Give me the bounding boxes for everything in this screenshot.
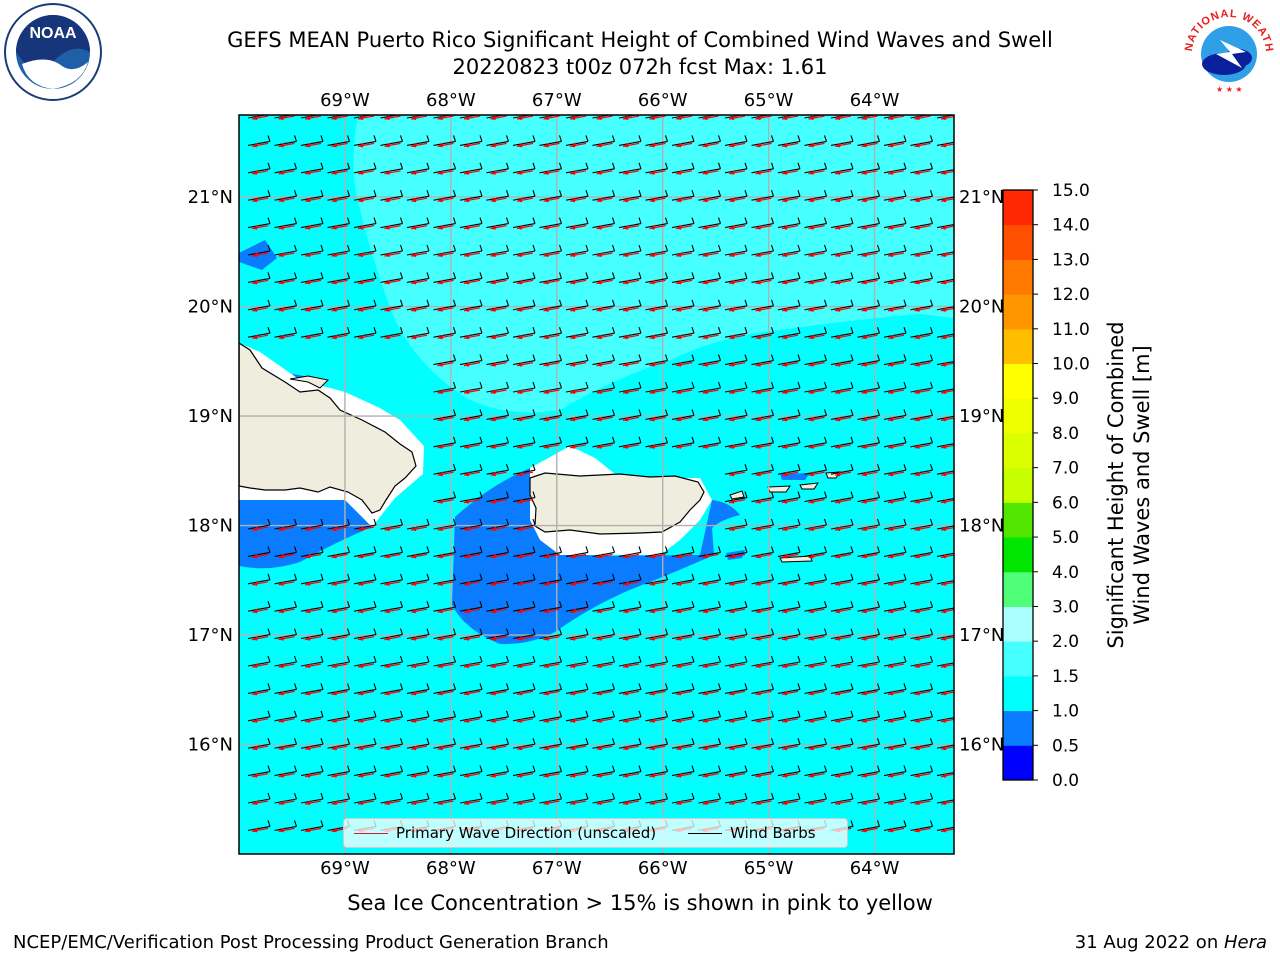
land-vieques [729,490,745,500]
colorbar-level-9: 7.0 [1052,459,1079,479]
lat-tick-left-5: 16°N [188,735,233,756]
colorbar-level-1: 0.5 [1052,736,1079,756]
land-virgin-islands [767,485,791,493]
chart-subtitle: 20220823 t00z 072h fcst Max: 1.61 [452,55,828,79]
colorbar-bin-5 [1003,571,1033,607]
colorbar-level-16: 14.0 [1052,216,1090,236]
svg-text:★ ★ ★: ★ ★ ★ [1216,85,1243,94]
colorbar-bin-8 [1003,467,1033,503]
wave-height-field-1.5-2 [353,115,954,413]
lat-tick-right-3: 18°N [959,516,1004,537]
legend-label-wave-direction: Primary Wave Direction (unscaled) [396,824,657,842]
colorbar-level-7: 5.0 [1052,528,1079,548]
colorbar-label: Significant Height of CombinedWind Waves… [1104,321,1154,648]
colorbar-bin-3 [1003,641,1033,677]
colorbar-level-15: 13.0 [1052,250,1090,270]
colorbar: 0.0 0.5 1.0 1.5 2.0 3.0 4.0 5.0 6.0 7.0 8.0 9.0 10.0… [1002,181,1154,791]
legend-item-wind-barbs: Wind Barbs [688,824,816,842]
lat-tick-right-4: 17°N [959,625,1004,646]
lon-tick-bottom-1: 68°W [426,858,476,879]
colorbar-level-6: 4.0 [1052,563,1079,583]
noaa-logo: NOAA [4,3,102,101]
map-legend: Primary Wave Direction (unscaled) Wind B… [343,818,848,848]
lon-tick-top-5: 64°W [850,90,900,111]
colorbar-level-10: 8.0 [1052,424,1079,444]
colorbar-level-8: 6.0 [1052,493,1079,513]
colorbar-level-14: 12.0 [1052,285,1090,305]
colorbar-level-2: 1.0 [1052,702,1079,722]
lon-tick-top-2: 67°W [532,90,582,111]
colorbar-bin-11 [1003,363,1033,399]
lon-tick-top-0: 69°W [320,90,370,111]
lon-tick-bottom-3: 66°W [638,858,688,879]
graticule [239,115,954,854]
footer-host: Hera [1223,932,1267,953]
colorbar-level-5: 3.0 [1052,597,1079,617]
lat-tick-right-5: 16°N [959,735,1004,756]
lon-tick-top-1: 68°W [426,90,476,111]
land-hispaniola [239,342,417,514]
colorbar-bin-4 [1003,606,1033,642]
colorbar-bin-6 [1003,537,1033,573]
lon-tick-bottom-5: 64°W [850,858,900,879]
lat-tick-right-2: 19°N [959,406,1004,427]
lat-tick-left-4: 17°N [188,625,233,646]
noaa-logo-text: NOAA [29,25,77,42]
colorbar-bin-0 [1003,745,1033,781]
colorbar-bin-9 [1003,432,1033,469]
lat-tick-left-2: 19°N [188,406,233,427]
lat-tick-left-1: 20°N [188,297,233,318]
lon-tick-bottom-0: 69°W [320,858,370,879]
footer-right: 31 Aug 2022 on Hera [1075,932,1267,953]
footer-date: 31 Aug 2022 on [1074,932,1224,953]
legend-item-wave-direction: Primary Wave Direction (unscaled) [354,824,656,842]
colorbar-level-3: 1.5 [1052,667,1079,687]
chart-title: GEFS MEAN Puerto Rico Significant Height… [227,28,1053,52]
nws-logo: NATIONAL WEATHER SERVICE ★ ★ ★ [1180,2,1276,99]
colorbar-bin-2 [1003,675,1033,712]
footer-left: NCEP/EMC/Verification Post Processing Pr… [13,932,609,953]
colorbar-bin-7 [1003,502,1033,538]
colorbar-bin-1 [1003,710,1033,746]
legend-label-wind-barbs: Wind Barbs [730,824,816,842]
colorbar-level-12: 10.0 [1052,355,1090,375]
lon-tick-top-4: 65°W [744,90,794,111]
colorbar-bin-16 [1003,190,1033,226]
colorbar-level-17: 15.0 [1052,181,1090,201]
land-st-croix [779,555,813,563]
map-axes: 69°W 69°W 68°W 68°W 67°W 67°W 66°W 66°W 65°W 65°W… [188,90,1005,879]
legend-swatch-red-line [354,832,388,834]
lat-tick-right-1: 20°N [959,297,1004,318]
map-frame [238,114,955,855]
colorbar-bin-10 [1003,398,1033,434]
colorbar-bin-12 [1003,328,1033,365]
colorbar-bin-15 [1003,224,1033,260]
lat-tick-right-0: 21°N [959,187,1004,208]
sea-ice-caption: Sea Ice Concentration > 15% is shown in … [347,891,933,915]
lon-tick-top-3: 66°W [638,90,688,111]
lat-tick-left-3: 18°N [188,516,233,537]
colorbar-level-13: 11.0 [1052,320,1090,340]
wave-direction-and-wind-barbs [247,115,954,833]
wave-height-field-0.5-1-south-hispaniola [239,500,372,569]
colorbar-level-0: 0.0 [1052,771,1079,791]
map-area [239,115,954,854]
lon-tick-bottom-2: 67°W [532,858,582,879]
colorbar-level-4: 2.0 [1052,632,1079,652]
lon-tick-bottom-4: 65°W [744,858,794,879]
legend-swatch-black-line [688,832,723,834]
colorbar-level-11: 9.0 [1052,389,1079,409]
colorbar-bin-13 [1003,294,1033,330]
colorbar-bin-14 [1003,259,1033,295]
lat-tick-left-0: 21°N [188,187,233,208]
land-puerto-rico [529,472,705,535]
